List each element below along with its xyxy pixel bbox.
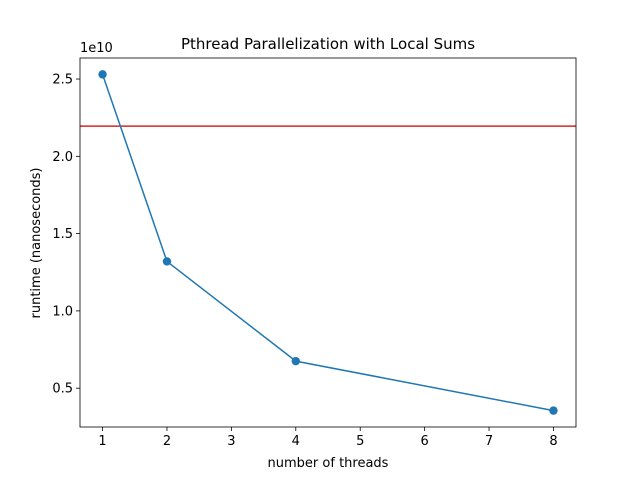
chart-title: Pthread Parallelization with Local Sums — [181, 35, 475, 53]
y-axis-offset-label: 1e10 — [80, 41, 113, 56]
x-axis-label: number of threads — [268, 456, 389, 471]
data-point — [98, 70, 107, 79]
x-tick-label: 7 — [485, 434, 493, 449]
x-tick-label: 2 — [163, 434, 171, 449]
x-tick-label: 8 — [549, 434, 557, 449]
plot-frame — [79, 57, 577, 428]
y-tick-label: 0.5 — [52, 382, 73, 397]
plot-area: 1 2 3 4 5 6 7 8 0.5 1.0 1.5 2.0 2.5 — [52, 57, 577, 449]
x-tick-label: 4 — [292, 434, 300, 449]
y-tick-label: 1.5 — [52, 227, 73, 242]
series-line — [101, 74, 554, 412]
x-tick-label: 5 — [356, 434, 364, 449]
x-tick-label: 1 — [98, 434, 106, 449]
data-point — [291, 356, 300, 366]
data-point — [162, 257, 172, 266]
y-tick-label: 2.5 — [52, 73, 73, 88]
y-tick-label: 1.0 — [52, 304, 73, 319]
y-axis-label: runtime (nanoseconds) — [29, 167, 44, 318]
x-tick-label: 3 — [227, 434, 235, 449]
x-tick-label: 6 — [420, 434, 428, 449]
data-point — [549, 406, 558, 415]
y-tick-label: 2.0 — [52, 150, 73, 165]
